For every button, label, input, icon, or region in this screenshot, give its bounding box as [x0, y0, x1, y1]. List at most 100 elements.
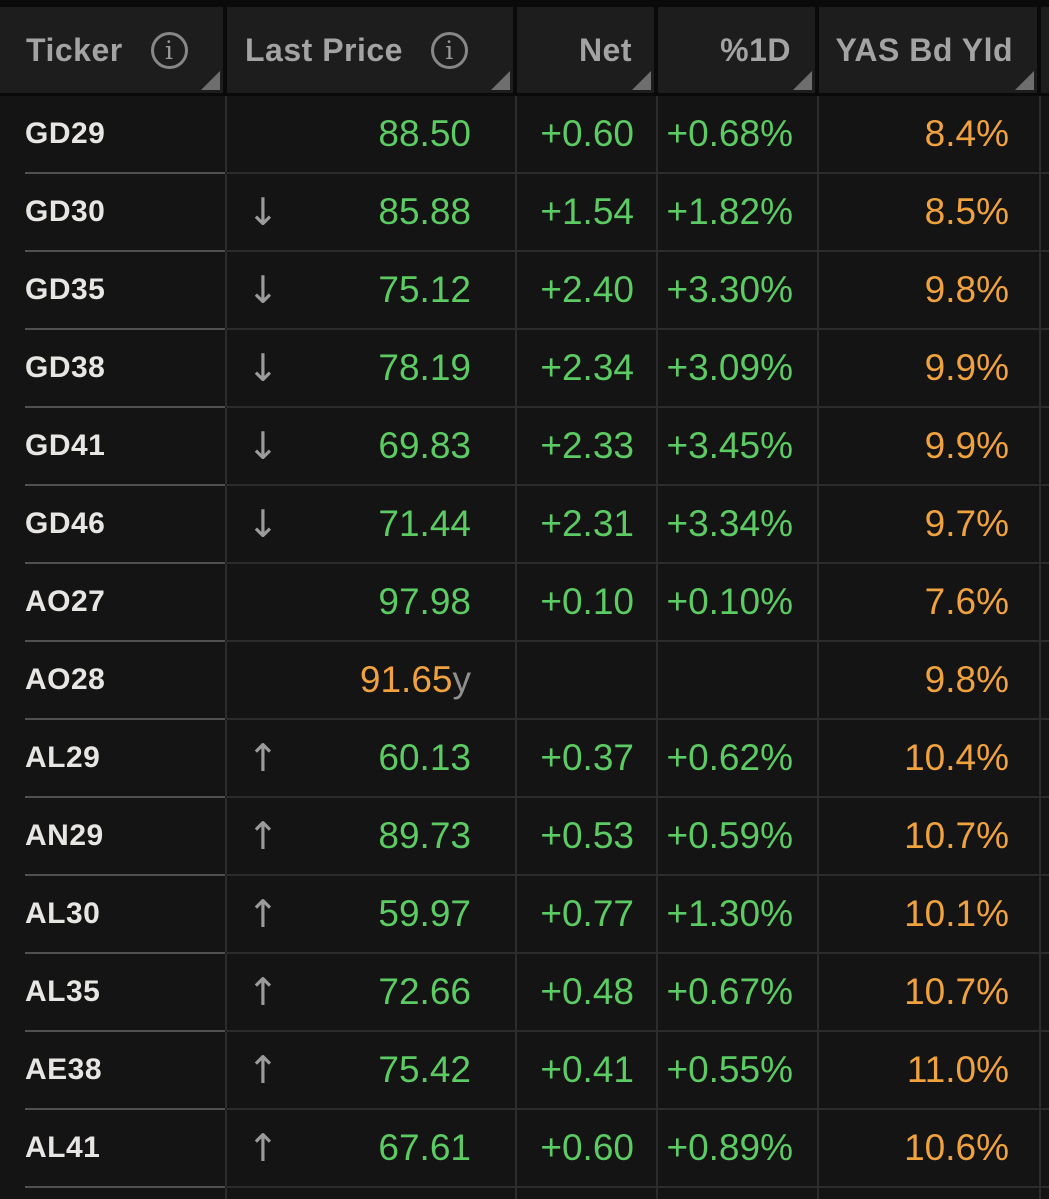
last-price-value: 88.50 [378, 113, 471, 154]
pct-1d-value: +1.30% [666, 893, 793, 934]
net-value: +0.60 [540, 1127, 634, 1168]
yield-value: 11.0% [906, 1049, 1009, 1090]
table-row[interactable]: GD29 88.50 +0.60 +0.68% 8.4% [0, 96, 1049, 174]
ticker-label: AE38 [25, 1053, 103, 1086]
table-row[interactable]: AN29 ↑ 89.73 +0.53 +0.59% 10.7% [0, 798, 1049, 876]
ticker-cell: AL35 [0, 954, 227, 1032]
ticker-label: AL35 [25, 975, 101, 1008]
pct-1d-value: +0.67% [666, 971, 793, 1012]
net-value: +0.48 [540, 971, 634, 1012]
last-price-cell: ↑ 72.66 [227, 954, 517, 1032]
table-row[interactable]: AE38 ↑ 75.42 +0.41 +0.55% 11.0% [0, 1032, 1049, 1110]
price-suffix: y [452, 659, 472, 700]
ticker-label: AL29 [25, 741, 101, 774]
net-cell: +0.77 [517, 876, 658, 954]
pct-1d-cell: +3.09% [658, 330, 819, 408]
last-price-cell: ↓ 75.12 [227, 252, 517, 330]
pct-1d-value: +3.45% [666, 425, 793, 466]
column-header-label: Ticker [26, 31, 123, 68]
net-cell [517, 1188, 658, 1199]
overflow-sliver [1041, 174, 1049, 252]
pct-1d-cell: +0.68% [658, 96, 819, 174]
ticker-cell: AO28 [0, 642, 227, 720]
column-header-last-price[interactable]: Last Price i [227, 7, 517, 93]
last-price-cell: 91.65y [227, 642, 517, 720]
sort-corner-icon [201, 71, 220, 90]
last-price-value: 72.66 [378, 971, 471, 1012]
yield-cell: 7.6% [819, 564, 1041, 642]
ticker-label: AL41 [25, 1131, 101, 1164]
ticker-cell [0, 1188, 227, 1199]
last-price-value: 97.98 [378, 581, 471, 622]
last-price-value: 78.19 [378, 347, 471, 388]
column-header-label: YAS Bd Yld [835, 31, 1013, 68]
net-cell: +2.34 [517, 330, 658, 408]
ticker-cell: AO27 [0, 564, 227, 642]
yield-cell: 8.5% [819, 174, 1041, 252]
column-header-label: %1D [720, 31, 791, 68]
last-price-cell: 97.98 [227, 564, 517, 642]
sort-corner-icon [491, 71, 510, 90]
pct-1d-cell: +1.30% [658, 876, 819, 954]
net-value: +2.40 [540, 269, 634, 310]
net-value: +0.41 [540, 1049, 634, 1090]
overflow-sliver [1041, 486, 1049, 564]
yield-value: 9.8% [924, 269, 1009, 310]
pct-1d-cell: +1.82% [658, 174, 819, 252]
yield-value: 9.8% [924, 659, 1009, 700]
pct-1d-value: +1.82% [666, 191, 793, 232]
column-header-ticker[interactable]: Ticker i [0, 7, 227, 93]
last-price-value: 67.61 [378, 1127, 471, 1168]
down-arrow-icon: ↓ [247, 346, 279, 390]
ticker-label: AO27 [25, 585, 106, 618]
last-price-cell: ↓ 71.44 [227, 486, 517, 564]
ticker-label: GD38 [25, 351, 106, 384]
net-value: +0.77 [540, 893, 634, 934]
table-row[interactable]: GD46 ↓ 71.44 +2.31 +3.34% 9.7% [0, 486, 1049, 564]
last-price-cell: ↑ 59.97 [227, 876, 517, 954]
table-row[interactable]: GD38 ↓ 78.19 +2.34 +3.09% 9.9% [0, 330, 1049, 408]
pct-1d-cell: +0.59% [658, 798, 819, 876]
last-price-value: 69.83 [378, 425, 471, 466]
down-arrow-icon: ↓ [247, 502, 279, 546]
yield-cell: 9.9% [819, 408, 1041, 486]
last-price-cell [227, 1188, 517, 1199]
table-row[interactable]: AO28 91.65y 9.8% [0, 642, 1049, 720]
net-value: +0.60 [540, 113, 634, 154]
yield-cell: 9.7% [819, 486, 1041, 564]
table-row[interactable]: AL30 ↑ 59.97 +0.77 +1.30% 10.1% [0, 876, 1049, 954]
pct-1d-cell: +0.10% [658, 564, 819, 642]
overflow-sliver [1041, 642, 1049, 720]
info-icon[interactable]: i [430, 31, 468, 69]
last-price-value: 71.44 [378, 503, 471, 544]
table-row[interactable]: AL41 ↑ 67.61 +0.60 +0.89% 10.6% [0, 1110, 1049, 1188]
net-value: +1.54 [540, 191, 634, 232]
last-price-cell: ↑ 60.13 [227, 720, 517, 798]
pct-1d-value: +3.34% [666, 503, 793, 544]
net-cell: +0.53 [517, 798, 658, 876]
last-price-cell: ↓ 85.88 [227, 174, 517, 252]
overflow-sliver [1041, 720, 1049, 798]
table-row[interactable]: GD35 ↓ 75.12 +2.40 +3.30% 9.8% [0, 252, 1049, 330]
yield-cell: 10.1% [819, 876, 1041, 954]
partial-table-row[interactable] [0, 1188, 1049, 1199]
pct-1d-value: +0.59% [666, 815, 793, 856]
table-body: GD29 88.50 +0.60 +0.68% 8.4% GD30 ↓ 85. [0, 96, 1049, 1199]
yield-value: 9.9% [924, 347, 1009, 388]
column-header-label: Net [578, 31, 632, 68]
table-row[interactable]: AO27 97.98 +0.10 +0.10% 7.6% [0, 564, 1049, 642]
net-cell: +0.60 [517, 96, 658, 174]
overflow-sliver [1041, 252, 1049, 330]
table-row[interactable]: AL35 ↑ 72.66 +0.48 +0.67% 10.7% [0, 954, 1049, 1032]
table-row[interactable]: GD30 ↓ 85.88 +1.54 +1.82% 8.5% [0, 174, 1049, 252]
last-price-cell: ↓ 69.83 [227, 408, 517, 486]
column-header-net[interactable]: Net [517, 7, 658, 93]
column-header-yas-bd-yld[interactable]: YAS Bd Yld [819, 7, 1041, 93]
info-icon[interactable]: i [150, 31, 188, 69]
column-header-pct-1d[interactable]: %1D [658, 7, 819, 93]
overflow-sliver [1041, 1110, 1049, 1188]
table-row[interactable]: GD41 ↓ 69.83 +2.33 +3.45% 9.9% [0, 408, 1049, 486]
up-arrow-icon: ↑ [247, 1126, 279, 1170]
up-arrow-icon: ↑ [247, 1048, 279, 1092]
table-row[interactable]: AL29 ↑ 60.13 +0.37 +0.62% 10.4% [0, 720, 1049, 798]
